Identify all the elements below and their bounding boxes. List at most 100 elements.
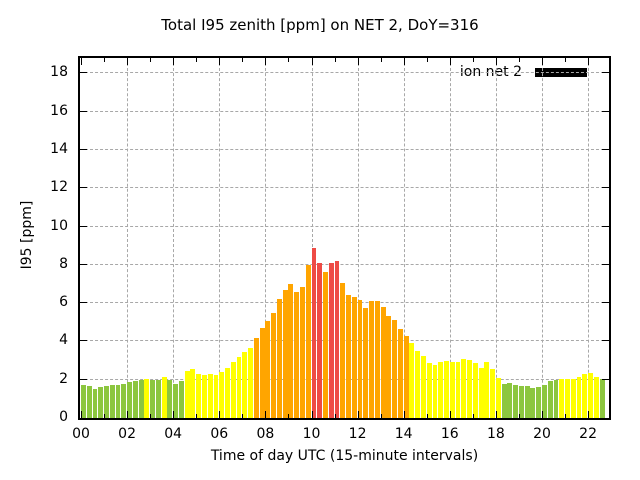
- y-gridline: [80, 72, 609, 74]
- x-gridline: [495, 58, 497, 418]
- plot-area: ion net 2: [78, 56, 611, 420]
- bar: [490, 369, 496, 418]
- x-tick: [334, 58, 336, 62]
- legend-swatch: [535, 67, 587, 77]
- y-tick: [602, 263, 609, 265]
- bar: [282, 289, 288, 418]
- bar: [104, 386, 109, 418]
- bar: [213, 374, 219, 418]
- bar: [484, 362, 490, 418]
- bar: [467, 359, 472, 418]
- x-tick: [334, 414, 336, 418]
- y-tick: [602, 378, 609, 380]
- x-tick: [542, 411, 543, 418]
- x-tick: [127, 58, 129, 65]
- bar: [121, 383, 127, 418]
- y-tick-label: 14: [50, 140, 68, 157]
- bar: [363, 307, 369, 418]
- x-tick: [403, 58, 405, 65]
- bar: [202, 374, 207, 418]
- x-tick: [196, 58, 198, 62]
- bar: [115, 384, 121, 418]
- bar: [253, 337, 259, 418]
- bar: [547, 380, 553, 418]
- y-tick: [80, 72, 87, 74]
- x-tick: [150, 58, 152, 62]
- x-tick: [495, 411, 497, 418]
- y-tick: [602, 302, 609, 304]
- bar: [225, 368, 230, 418]
- x-tick: [472, 414, 474, 418]
- y-gridline: [80, 110, 609, 112]
- bar: [86, 386, 92, 418]
- x-tick: [81, 58, 82, 65]
- bar: [588, 373, 593, 418]
- bar: [530, 388, 536, 418]
- bar: [478, 368, 484, 418]
- y-gridline: [80, 225, 609, 227]
- x-tick-label: 20: [533, 426, 551, 442]
- bar: [472, 363, 478, 418]
- y-tick-label: 10: [50, 217, 68, 234]
- x-tick-label: 14: [394, 426, 413, 442]
- chart-title: Total I95 zenith [ppm] on NET 2, DoY=316: [161, 16, 479, 34]
- x-tick: [288, 58, 290, 62]
- y-tick: [80, 378, 87, 380]
- bar: [461, 358, 467, 418]
- bar: [403, 335, 409, 418]
- x-tick: [565, 414, 567, 418]
- x-tick-label: 02: [118, 426, 136, 442]
- bar: [138, 379, 144, 418]
- bar: [565, 378, 570, 418]
- bar: [81, 384, 86, 418]
- y-tick: [80, 148, 87, 150]
- x-tick: [173, 411, 175, 418]
- x-tick: [219, 411, 221, 418]
- x-tick: [542, 58, 543, 65]
- bar: [98, 387, 104, 418]
- bar: [294, 291, 300, 418]
- bar: [536, 387, 542, 418]
- bar: [144, 378, 150, 418]
- bar: [236, 356, 242, 418]
- x-tick: [380, 58, 382, 62]
- x-tick-label: 16: [440, 426, 459, 442]
- y-tick: [80, 225, 87, 227]
- x-tick: [357, 411, 359, 418]
- bar: [351, 297, 357, 418]
- bar: [265, 321, 271, 418]
- bar: [426, 363, 432, 418]
- y-gridline: [80, 148, 609, 150]
- y-tick-label: 4: [59, 332, 68, 349]
- bar: [357, 300, 363, 418]
- bar: [346, 295, 351, 418]
- bar: [127, 381, 132, 418]
- x-tick: [472, 58, 474, 62]
- bar: [599, 378, 605, 418]
- bar: [340, 283, 346, 418]
- bar: [593, 376, 599, 418]
- y-tick: [602, 187, 609, 189]
- y-tick-label: 16: [50, 102, 68, 119]
- x-tick: [449, 411, 451, 418]
- bar: [420, 355, 426, 418]
- bar: [334, 260, 340, 418]
- x-gridline: [173, 58, 175, 418]
- x-gridline: [265, 58, 267, 418]
- x-tick: [265, 58, 267, 65]
- x-tick: [242, 58, 244, 62]
- x-tick: [242, 414, 244, 418]
- bar: [271, 312, 277, 418]
- x-tick: [127, 411, 129, 418]
- bar: [328, 262, 334, 418]
- bar: [392, 320, 398, 418]
- bar: [409, 343, 415, 418]
- bar: [415, 350, 421, 418]
- bar: [92, 389, 98, 418]
- bar: [207, 373, 213, 418]
- bar: [576, 376, 582, 418]
- x-tick: [588, 58, 590, 65]
- bar: [570, 378, 576, 418]
- x-tick-label: 08: [256, 426, 275, 442]
- x-gridline: [219, 58, 221, 418]
